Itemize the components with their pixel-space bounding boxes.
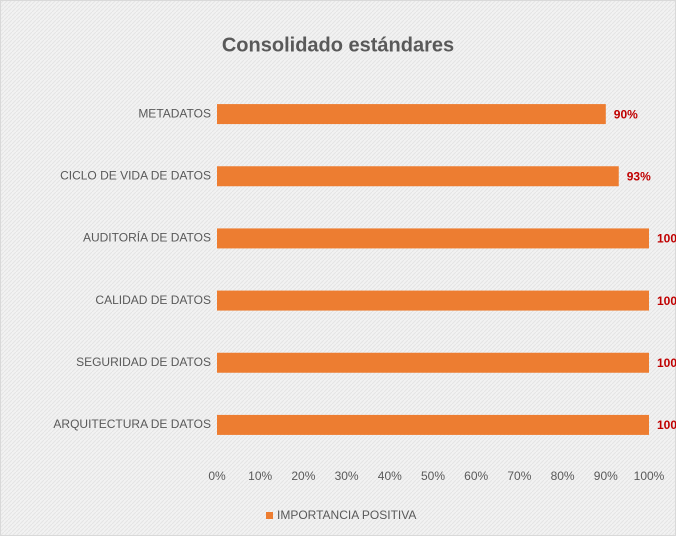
value-label: 90%: [614, 107, 638, 121]
bar: [217, 352, 649, 373]
x-tick-label: 90%: [594, 469, 618, 483]
x-tick-label: 10%: [248, 469, 272, 483]
y-tick-label: ARQUITECTURA DE DATOS: [53, 417, 211, 431]
x-tick-label: 60%: [464, 469, 488, 483]
bar: [217, 228, 649, 249]
x-tick-label: 70%: [507, 469, 531, 483]
y-tick-label: SEGURIDAD DE DATOS: [76, 355, 211, 369]
value-label: 100%: [657, 418, 676, 432]
bar: [217, 104, 606, 125]
x-tick-label: 30%: [335, 469, 359, 483]
value-label: 100%: [657, 356, 676, 370]
legend-label: IMPORTANCIA POSITIVA: [277, 508, 416, 522]
value-label: 100%: [657, 232, 676, 246]
value-label: 100%: [657, 294, 676, 308]
x-tick-label: 50%: [421, 469, 445, 483]
bar: [217, 290, 649, 311]
bar: [217, 414, 649, 435]
x-tick-label: 80%: [551, 469, 575, 483]
x-tick-label: 40%: [378, 469, 402, 483]
x-tick-label: 100%: [634, 469, 665, 483]
x-tick-label: 20%: [291, 469, 315, 483]
y-tick-label: AUDITORÍA DE DATOS: [83, 230, 211, 245]
legend-swatch: [266, 512, 273, 519]
chart-title: Consolidado estándares: [222, 34, 454, 56]
y-tick-label: CICLO DE VIDA DE DATOS: [60, 168, 211, 182]
y-tick-label: CALIDAD DE DATOS: [95, 293, 211, 307]
value-label: 93%: [627, 169, 651, 183]
bar: [217, 166, 619, 187]
y-tick-label: METADATOS: [138, 106, 211, 120]
x-tick-label: 0%: [208, 469, 226, 483]
